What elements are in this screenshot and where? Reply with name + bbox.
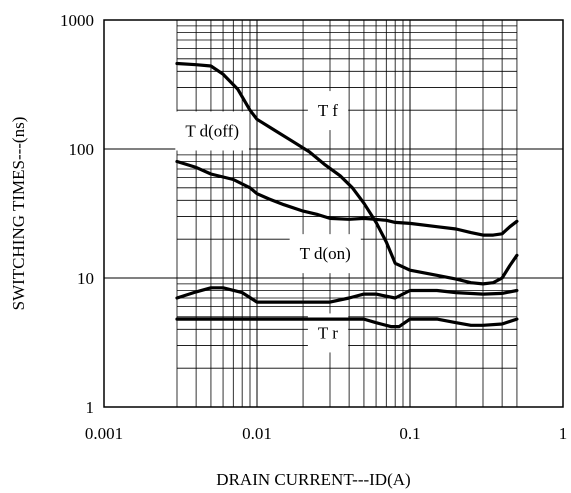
y-tick-label: 1 xyxy=(86,398,95,417)
series-line-3 xyxy=(175,317,519,329)
annotation-box xyxy=(289,234,361,274)
x-axis-label: DRAIN CURRENT---ID(A) xyxy=(216,470,410,489)
x-tick-label: 1 xyxy=(559,424,568,443)
series-line-2 xyxy=(175,286,519,304)
annotation-box xyxy=(307,91,349,131)
x-tick-labels: 0.001 0.01 0.1 1 xyxy=(85,424,567,443)
y-tick-label: 100 xyxy=(69,140,95,159)
y-tick-label: 1000 xyxy=(60,11,94,30)
annotation-label: T f xyxy=(318,101,338,120)
series-line-0 xyxy=(175,61,519,286)
annotation-label: T d(off) xyxy=(185,121,239,140)
y-tick-label: 10 xyxy=(77,269,94,288)
x-tick-label: 0.001 xyxy=(85,424,123,443)
series-lines xyxy=(175,61,519,329)
annotations: T f T d(off) T d(on) T r xyxy=(185,101,350,342)
annotation-label: T r xyxy=(318,323,338,342)
x-tick-label: 0.01 xyxy=(242,424,272,443)
series-line-1 xyxy=(175,159,519,237)
y-axis-label: SWITCHING TIMES---(ns) xyxy=(9,117,28,311)
plot-frame xyxy=(103,19,564,408)
annotation-label: T d(on) xyxy=(300,244,351,263)
label-boxes xyxy=(175,91,361,353)
annotation-box xyxy=(175,111,249,151)
x-tick-label: 0.1 xyxy=(399,424,420,443)
y-tick-labels: 1 10 100 1000 xyxy=(60,11,94,417)
